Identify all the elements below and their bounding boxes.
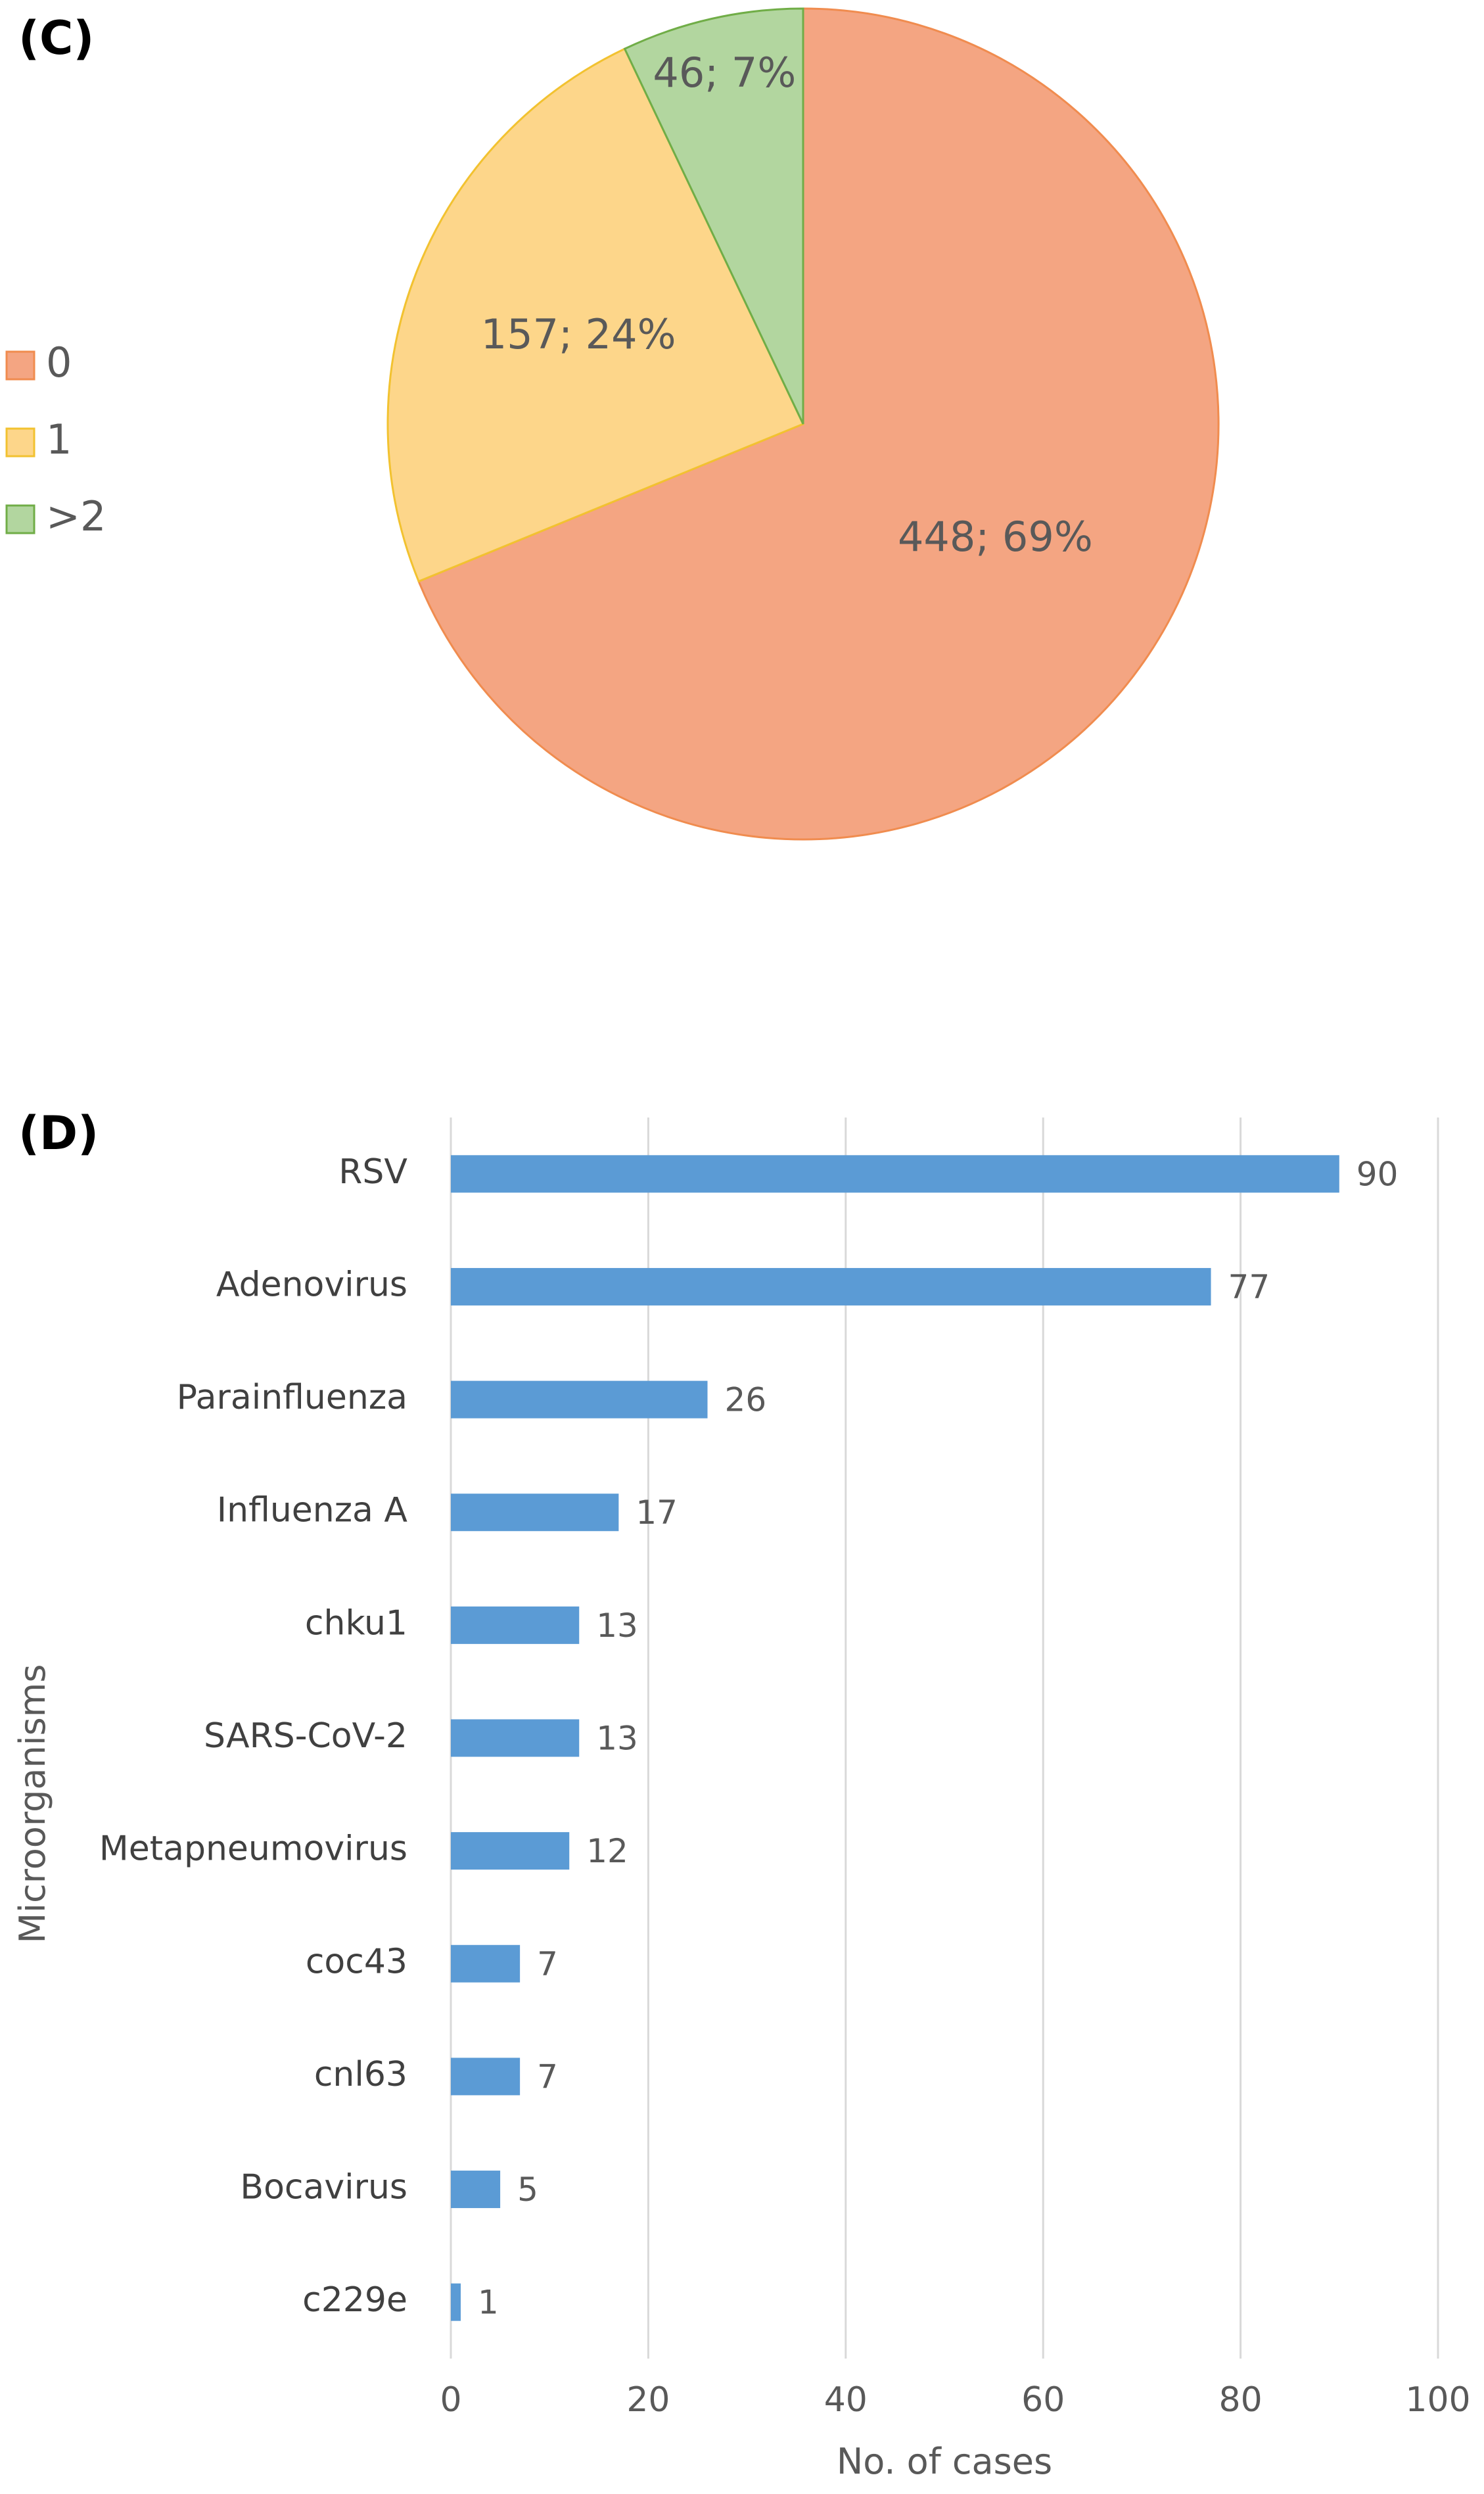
panel-d-label: (D) bbox=[18, 1106, 99, 1160]
x-tick-label: 100 bbox=[1405, 2380, 1470, 2420]
legend-swatch bbox=[5, 427, 35, 458]
y-category-label: SARS-CoV-2 bbox=[204, 1716, 407, 1756]
bar-data-label: 1 bbox=[478, 2284, 499, 2322]
pie-slice-1 bbox=[386, 47, 805, 583]
x-axis-title: No. of cases bbox=[837, 2441, 1052, 2482]
bar bbox=[451, 1380, 708, 1419]
pie-data-label: 448; 69% bbox=[898, 513, 1093, 561]
bar bbox=[451, 2171, 501, 2209]
pie-data-label: 157; 24% bbox=[481, 310, 676, 358]
bar-data-label: 7 bbox=[537, 2058, 558, 2096]
bar bbox=[451, 2058, 521, 2096]
legend-swatch bbox=[5, 504, 35, 534]
pie-slice-gt2 bbox=[623, 7, 804, 425]
bar bbox=[451, 1606, 580, 1644]
y-category-label: Influenza A bbox=[217, 1491, 408, 1530]
panel-c-label: (C) bbox=[18, 11, 94, 65]
x-tick-label: 20 bbox=[626, 2380, 670, 2420]
x-tick-label: 60 bbox=[1021, 2380, 1065, 2420]
bar bbox=[451, 1944, 521, 1983]
y-category-label: Bocavirus bbox=[240, 2168, 407, 2207]
bar bbox=[451, 1832, 570, 1870]
y-category-label: coc43 bbox=[306, 1942, 407, 1981]
bar-data-label: 13 bbox=[596, 1720, 638, 1758]
pie-chart: 448; 69% 157; 24% 46; 7% bbox=[386, 7, 1220, 841]
y-category-label: c229e bbox=[302, 2280, 407, 2320]
y-category-label: chku1 bbox=[305, 1603, 407, 1643]
bar-data-label: 5 bbox=[517, 2171, 538, 2209]
bar-data-label: 13 bbox=[596, 1607, 638, 1645]
bar bbox=[451, 1719, 580, 1757]
pie-legend: 0 1 >2 bbox=[5, 339, 106, 540]
legend-label: 1 bbox=[46, 415, 72, 463]
bar-data-label: 7 bbox=[537, 1945, 558, 1983]
legend-label: >2 bbox=[46, 492, 106, 540]
legend-label: 0 bbox=[46, 339, 72, 387]
y-axis-title: Microorganisms bbox=[12, 1664, 53, 1943]
x-tick-label: 80 bbox=[1219, 2380, 1263, 2420]
y-category-label: Parainfluenza bbox=[177, 1378, 407, 1417]
y-category-label: RSV bbox=[338, 1152, 407, 1192]
x-tick-label: 40 bbox=[824, 2380, 868, 2420]
bar-data-label: 90 bbox=[1356, 1155, 1399, 1193]
bar bbox=[451, 2283, 461, 2321]
pie-data-label: 46; 7% bbox=[653, 49, 796, 97]
bar bbox=[451, 1494, 619, 1532]
legend-swatch bbox=[5, 350, 35, 381]
bar-data-label: 17 bbox=[636, 1494, 678, 1532]
y-category-label: Adenovirus bbox=[216, 1265, 407, 1304]
pie-slice-0 bbox=[417, 7, 1220, 841]
bar-data-label: 77 bbox=[1228, 1268, 1270, 1306]
bar-data-label: 12 bbox=[586, 1832, 628, 1870]
bar bbox=[451, 1267, 1211, 1306]
y-category-label: cnl63 bbox=[314, 2055, 407, 2094]
y-category-label: Metapneumovirus bbox=[99, 1829, 407, 1869]
bar bbox=[451, 1155, 1339, 1193]
x-tick-label: 0 bbox=[440, 2380, 461, 2420]
bar-data-label: 26 bbox=[725, 1381, 767, 1419]
